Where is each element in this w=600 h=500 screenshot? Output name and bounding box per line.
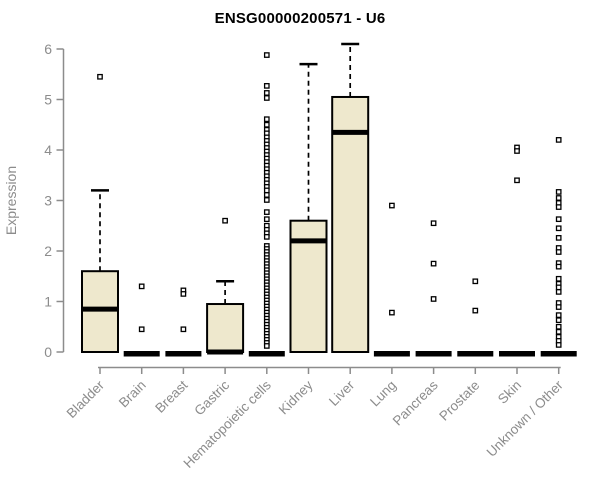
box-bladder <box>81 270 119 354</box>
outlier-unknown-other <box>555 225 562 232</box>
outlier-bladder <box>97 73 103 80</box>
outlier-brain <box>138 283 145 290</box>
x-tick-label-prostate: Prostate <box>436 378 482 424</box>
outlier-unknown-other <box>555 249 562 255</box>
outlier-unknown-other <box>555 137 562 143</box>
box-gastric <box>206 303 245 353</box>
box-flat-hematopoietic-cells <box>248 351 285 357</box>
outlier-breast <box>180 291 187 297</box>
outlier-unknown-other <box>555 195 562 201</box>
outlier-hematopoietic-cells <box>263 116 270 123</box>
outlier-brain <box>138 326 145 333</box>
box-flat-prostate <box>457 351 494 357</box>
y-tick-label: 4 <box>44 142 52 158</box>
outlier-hematopoietic-cells <box>263 52 270 58</box>
x-tick-label-lung: Lung <box>367 378 399 410</box>
outlier-prostate <box>472 307 479 314</box>
box-flat-breast <box>165 351 202 357</box>
outlier-hematopoietic-cells <box>263 192 270 198</box>
outlier-hematopoietic-cells <box>263 121 270 128</box>
y-tick-label: 0 <box>44 344 52 360</box>
x-tick-label-kidney: Kidney <box>276 377 316 417</box>
y-tick-label: 5 <box>44 92 52 108</box>
outlier-unknown-other <box>555 312 562 318</box>
outlier-hematopoietic-cells <box>263 234 270 240</box>
outlier-unknown-other <box>555 275 562 282</box>
outlier-lung <box>389 202 395 209</box>
outlier-unknown-other <box>555 189 562 195</box>
x-tick-label-unknown-other: Unknown / Other <box>484 377 567 460</box>
outlier-breast <box>180 326 187 333</box>
outlier-hematopoietic-cells <box>263 90 270 96</box>
outlier-unknown-other <box>555 342 562 348</box>
x-tick-label-brain: Brain <box>116 378 149 411</box>
outlier-hematopoietic-cells <box>263 197 270 203</box>
outlier-unknown-other <box>555 263 562 270</box>
box-flat-lung <box>373 351 410 357</box>
y-tick-label: 2 <box>44 243 52 259</box>
outlier-unknown-other <box>555 323 562 330</box>
outlier-unknown-other <box>555 284 562 291</box>
outlier-hematopoietic-cells <box>263 95 270 101</box>
outlier-skin <box>514 177 520 184</box>
outlier-pancreas <box>430 296 437 302</box>
outlier-unknown-other <box>555 235 562 241</box>
outlier-prostate <box>472 278 479 285</box>
outlier-gastric <box>222 217 228 224</box>
box-flat-pancreas <box>415 351 452 357</box>
x-tick-label-skin: Skin <box>495 378 524 407</box>
outlier-unknown-other <box>555 304 562 310</box>
box-flat-brain <box>123 351 160 357</box>
outlier-hematopoietic-cells <box>263 216 270 223</box>
box-flat-skin <box>499 351 535 357</box>
outlier-skin <box>514 148 520 154</box>
chart-title: ENSG00000200571 - U6 <box>214 10 386 27</box>
outlier-pancreas <box>430 260 437 267</box>
outlier-unknown-other <box>555 317 562 324</box>
box-liver <box>331 95 370 353</box>
y-tick-label: 3 <box>44 193 52 209</box>
x-tick-label-bladder: Bladder <box>64 377 108 421</box>
outlier-unknown-other <box>555 204 562 210</box>
x-tick-label-gastric: Gastric <box>191 377 232 418</box>
x-tick-label-breast: Breast <box>152 377 190 415</box>
y-axis-title: Expression <box>3 166 19 235</box>
outlier-hematopoietic-cells <box>263 187 270 194</box>
outlier-unknown-other <box>555 328 562 335</box>
outlier-unknown-other <box>555 289 562 295</box>
outlier-hematopoietic-cells <box>263 83 270 89</box>
x-tick-label-liver: Liver <box>326 377 358 409</box>
outlier-unknown-other <box>555 216 562 223</box>
y-tick-label: 1 <box>44 294 52 310</box>
x-tick-label-pancreas: Pancreas <box>390 377 441 428</box>
outlier-hematopoietic-cells <box>263 343 270 349</box>
y-tick-label: 6 <box>44 41 52 57</box>
outlier-pancreas <box>430 220 437 227</box>
box-flat-unknown-other <box>540 351 577 357</box>
outlier-lung <box>389 309 395 316</box>
outlier-hematopoietic-cells <box>263 209 270 215</box>
